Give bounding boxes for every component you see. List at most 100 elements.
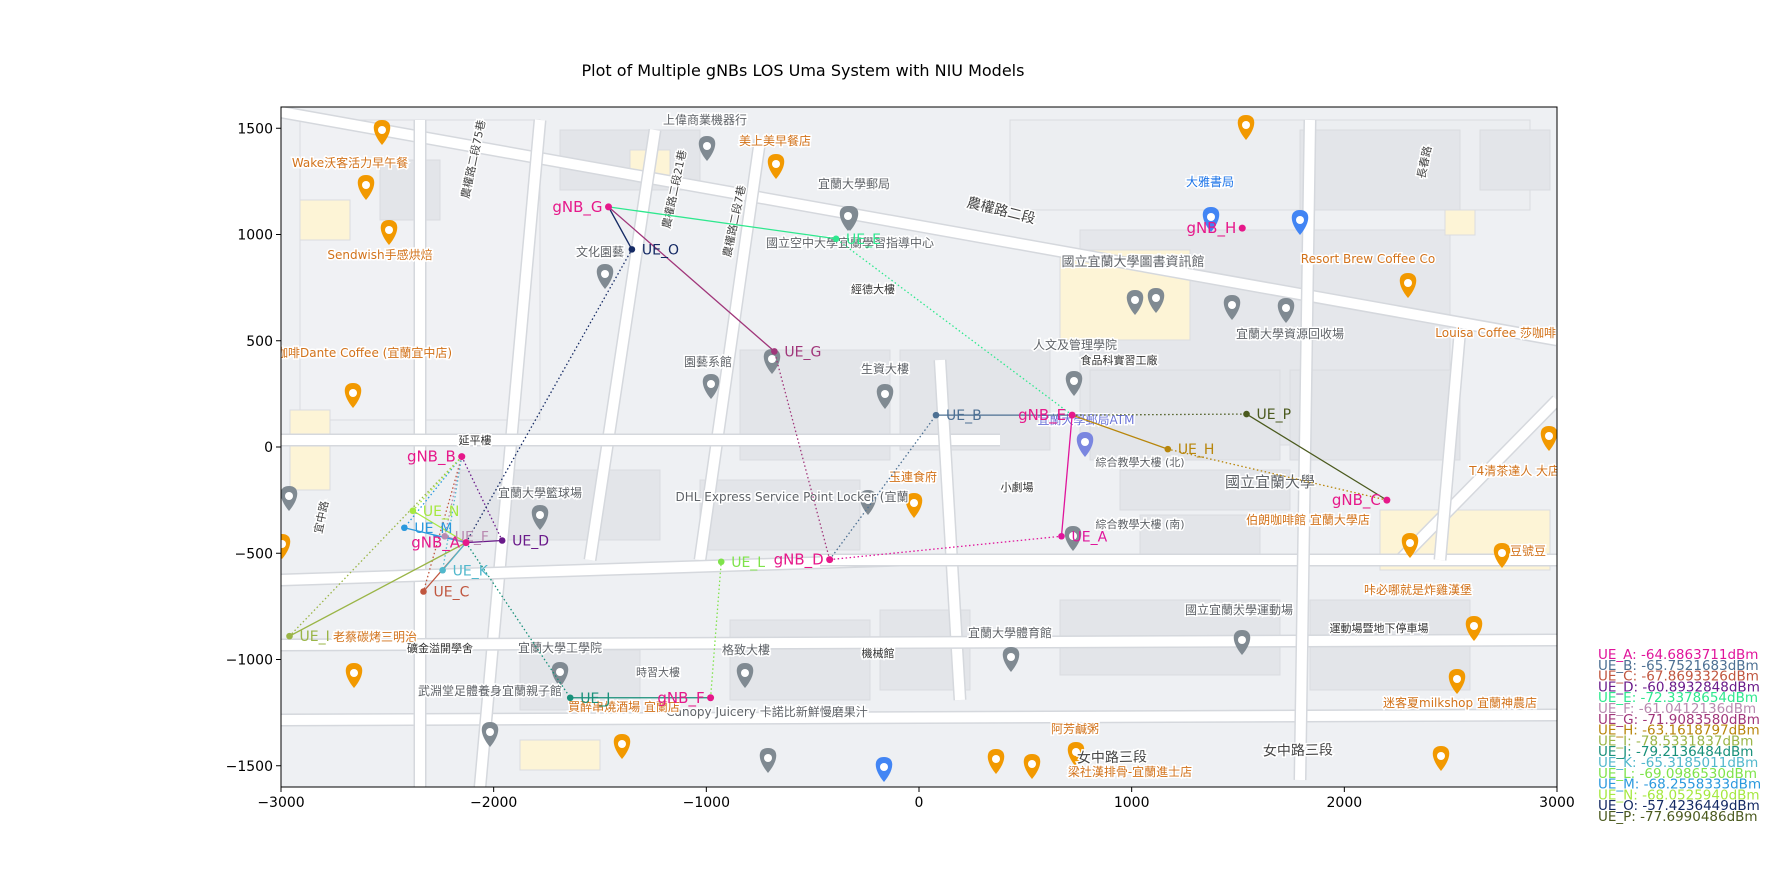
axes: −3000 −2000 −1000 0 1000 2000 3000 1500 1000 500 0… [226, 121, 1575, 811]
legend-entry-1: UE_B: -65.7521683dBm [1598, 658, 1759, 674]
x-tick-label: 3000 [1539, 795, 1575, 811]
map-pin-icon [551, 662, 569, 687]
pin-dot [349, 389, 357, 397]
map-pin-icon [702, 374, 720, 399]
road-3 [475, 119, 545, 787]
map-block-20 [1299, 129, 1461, 211]
map-place-label: 大雅書局 [1186, 174, 1234, 189]
pin-dot [707, 380, 715, 388]
gnb-point-gNB_G [605, 203, 613, 211]
map-block-10 [1119, 469, 1291, 511]
los-line-UE_I [289, 542, 467, 637]
pin-dot [992, 755, 1000, 763]
interference-line-UE_K [441, 456, 463, 571]
map-place-label: 武淵堂足體養身宜蘭親子館 [418, 683, 562, 698]
map-pin-icon [1277, 298, 1295, 323]
map-pin-icon [1065, 371, 1083, 396]
los-line-UE_K [442, 542, 467, 571]
pin-dot [378, 126, 386, 134]
x-tick-label: 0 [915, 795, 924, 811]
map-pin-icon [759, 748, 777, 773]
map-place-label: Canopy Juicery 卡諾比新鮮慢磨果汁 [666, 704, 868, 719]
map-place-label: 人文及管理學院 [1033, 337, 1117, 352]
map-place-label: 玉連食府 [889, 469, 937, 484]
map-block-23 [299, 199, 351, 241]
map-pin-icon [1448, 669, 1466, 694]
map-pin-icon [859, 490, 877, 515]
map-place-label: 國立宜蘭大學運動場 [1185, 602, 1293, 617]
pin-dot [618, 740, 626, 748]
map-place-label: 時習大樓 [636, 665, 680, 679]
map-pin-icon [1401, 533, 1419, 558]
road-12 [281, 635, 1557, 650]
road-1 [281, 710, 1557, 725]
map-place-label: 園藝系館 [684, 354, 732, 369]
map-pin-icon [357, 175, 375, 200]
los-line-UE_G [608, 206, 775, 352]
map-place-label: 食品科實習工廠 [1081, 353, 1158, 367]
pin-dot [910, 499, 918, 507]
map-pin-icon [876, 384, 894, 409]
map-place-label: 礦金溢開學舍 [407, 641, 473, 655]
pin-dot [385, 226, 393, 234]
map-block-8 [459, 469, 661, 541]
map-pin-icon [1147, 288, 1165, 313]
ue-label-UE_I: UE_I [300, 629, 330, 645]
ue-point-UE_H [1164, 445, 1172, 453]
map-place-label: 迷客夏milkshop 宜蘭神農店 [1383, 695, 1537, 710]
map-place-label: 格致大樓 [722, 642, 770, 657]
legend-entry-12: UE_M: -68.2558333dBm [1598, 777, 1761, 793]
map-block-18 [289, 409, 331, 491]
ue-point-UE_B [932, 411, 940, 419]
interference-line-UE_J [465, 542, 571, 699]
pin-dot [1028, 760, 1036, 768]
pin-dot [1207, 213, 1215, 221]
pin-dot [864, 496, 872, 504]
map-pin-icon [1023, 754, 1041, 779]
interference-line-UE_E [835, 238, 1073, 416]
map-pin-icon [481, 722, 499, 747]
pin-dot [601, 270, 609, 278]
map-place-label: 宜蘭大學籃球場 [498, 485, 582, 500]
map-place-label: 梁社漢排骨-宜蘭進士店 [1068, 764, 1192, 779]
road-8 [1396, 396, 1557, 564]
pin-dot [281, 540, 286, 548]
pin-dot [880, 763, 888, 771]
map-pin-icon [531, 505, 549, 530]
plot-marks: UE_AUE_BUE_CUE_DUE_EUE_FUE_GUE_HUE_IUE_J… [286, 198, 1391, 708]
map-pin-icon [905, 493, 923, 518]
x-tick-label: 2000 [1327, 795, 1363, 811]
interference-line-UE_L [709, 561, 722, 698]
map-block-7 [1289, 369, 1461, 461]
map-place-label: 綜合教學大樓 (北) [1095, 455, 1184, 469]
pin-dot [362, 181, 370, 189]
ue-point-UE_N [409, 507, 417, 515]
map-pin-icon [1202, 207, 1220, 232]
interference-line-UE_C [422, 456, 463, 592]
gnb-label-gNB_G: gNB_G [552, 198, 602, 217]
map-place-label: 美上美早餐店 [739, 133, 811, 148]
interference-line-UE_M [403, 456, 463, 529]
ue-point-UE_J [566, 694, 574, 702]
pin-dot [1081, 438, 1089, 446]
y-tick-label: 0 [264, 440, 273, 456]
legend-entry-15: UE_P: -77.6990486dBm [1598, 809, 1758, 825]
map-block-5 [899, 349, 1051, 451]
legend-entry-9: UE_J: -79.2136484dBm [1598, 744, 1753, 760]
map-pin-icon [1067, 742, 1085, 767]
map-canvas: 國立宜蘭大學 國立宜蘭大學圖書資訊館宜蘭大學資源回收場人文及管理學院生資大樓國立宜… [281, 107, 1557, 787]
map-place-label: 生資大樓 [861, 361, 909, 376]
pin-dot [1453, 675, 1461, 683]
los-line-UE_E [608, 206, 837, 240]
pin-dot [486, 728, 494, 736]
legend-entry-2: UE_C: -67.8693326dBm [1598, 669, 1759, 685]
map-pin-icon [875, 757, 893, 782]
ue-label-UE_M: UE_M [414, 521, 452, 537]
pin-dot [1228, 301, 1236, 309]
los-line-UE_H [1071, 414, 1169, 450]
x-tick-label: −2000 [470, 795, 517, 811]
gnb-label-gNB_B: gNB_B [407, 448, 456, 467]
gnb-label-gNB_E: gNB_E [1018, 406, 1066, 425]
map-place-label: 綜合教學大樓 (南) [1095, 517, 1184, 531]
map-road-label: 女中路三段 [1263, 741, 1333, 759]
